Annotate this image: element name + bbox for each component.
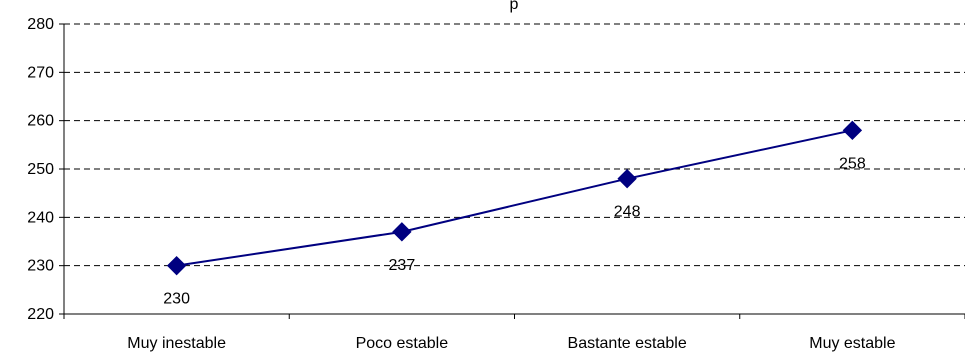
data-label: 230 — [163, 291, 190, 308]
y-tick-label: 220 — [27, 306, 54, 323]
y-tick-label: 240 — [27, 209, 54, 226]
y-tick-label: 230 — [27, 258, 54, 275]
x-tick-label: Poco estable — [356, 335, 449, 352]
gridlines — [64, 23, 965, 267]
y-tick-label: 250 — [27, 161, 54, 178]
data-point-marker — [166, 255, 187, 276]
data-labels: 230 237 248 258 — [163, 155, 866, 307]
series-group — [166, 120, 863, 276]
x-tick-label: Muy inestable — [127, 335, 226, 352]
data-label: 237 — [389, 257, 416, 274]
y-tick-label: 280 — [27, 16, 54, 33]
x-axis-ticks: Muy inestable Poco estable Bastante establ… — [63, 314, 965, 352]
y-axis-ticks: 220 230 240 250 260 270 280 — [27, 16, 64, 323]
series-line — [176, 129, 853, 267]
data-point-marker — [392, 222, 412, 242]
data-point-marker — [842, 120, 863, 141]
y-tick-label: 260 — [27, 113, 54, 130]
data-point-marker — [617, 168, 637, 189]
x-tick-label: Bastante estable — [568, 335, 687, 352]
y-tick-label: 270 — [27, 64, 54, 81]
x-tick-label: Muy estable — [809, 335, 895, 352]
data-label: 248 — [614, 204, 641, 221]
data-label: 258 — [839, 155, 866, 172]
chart-title: p — [510, 0, 519, 13]
